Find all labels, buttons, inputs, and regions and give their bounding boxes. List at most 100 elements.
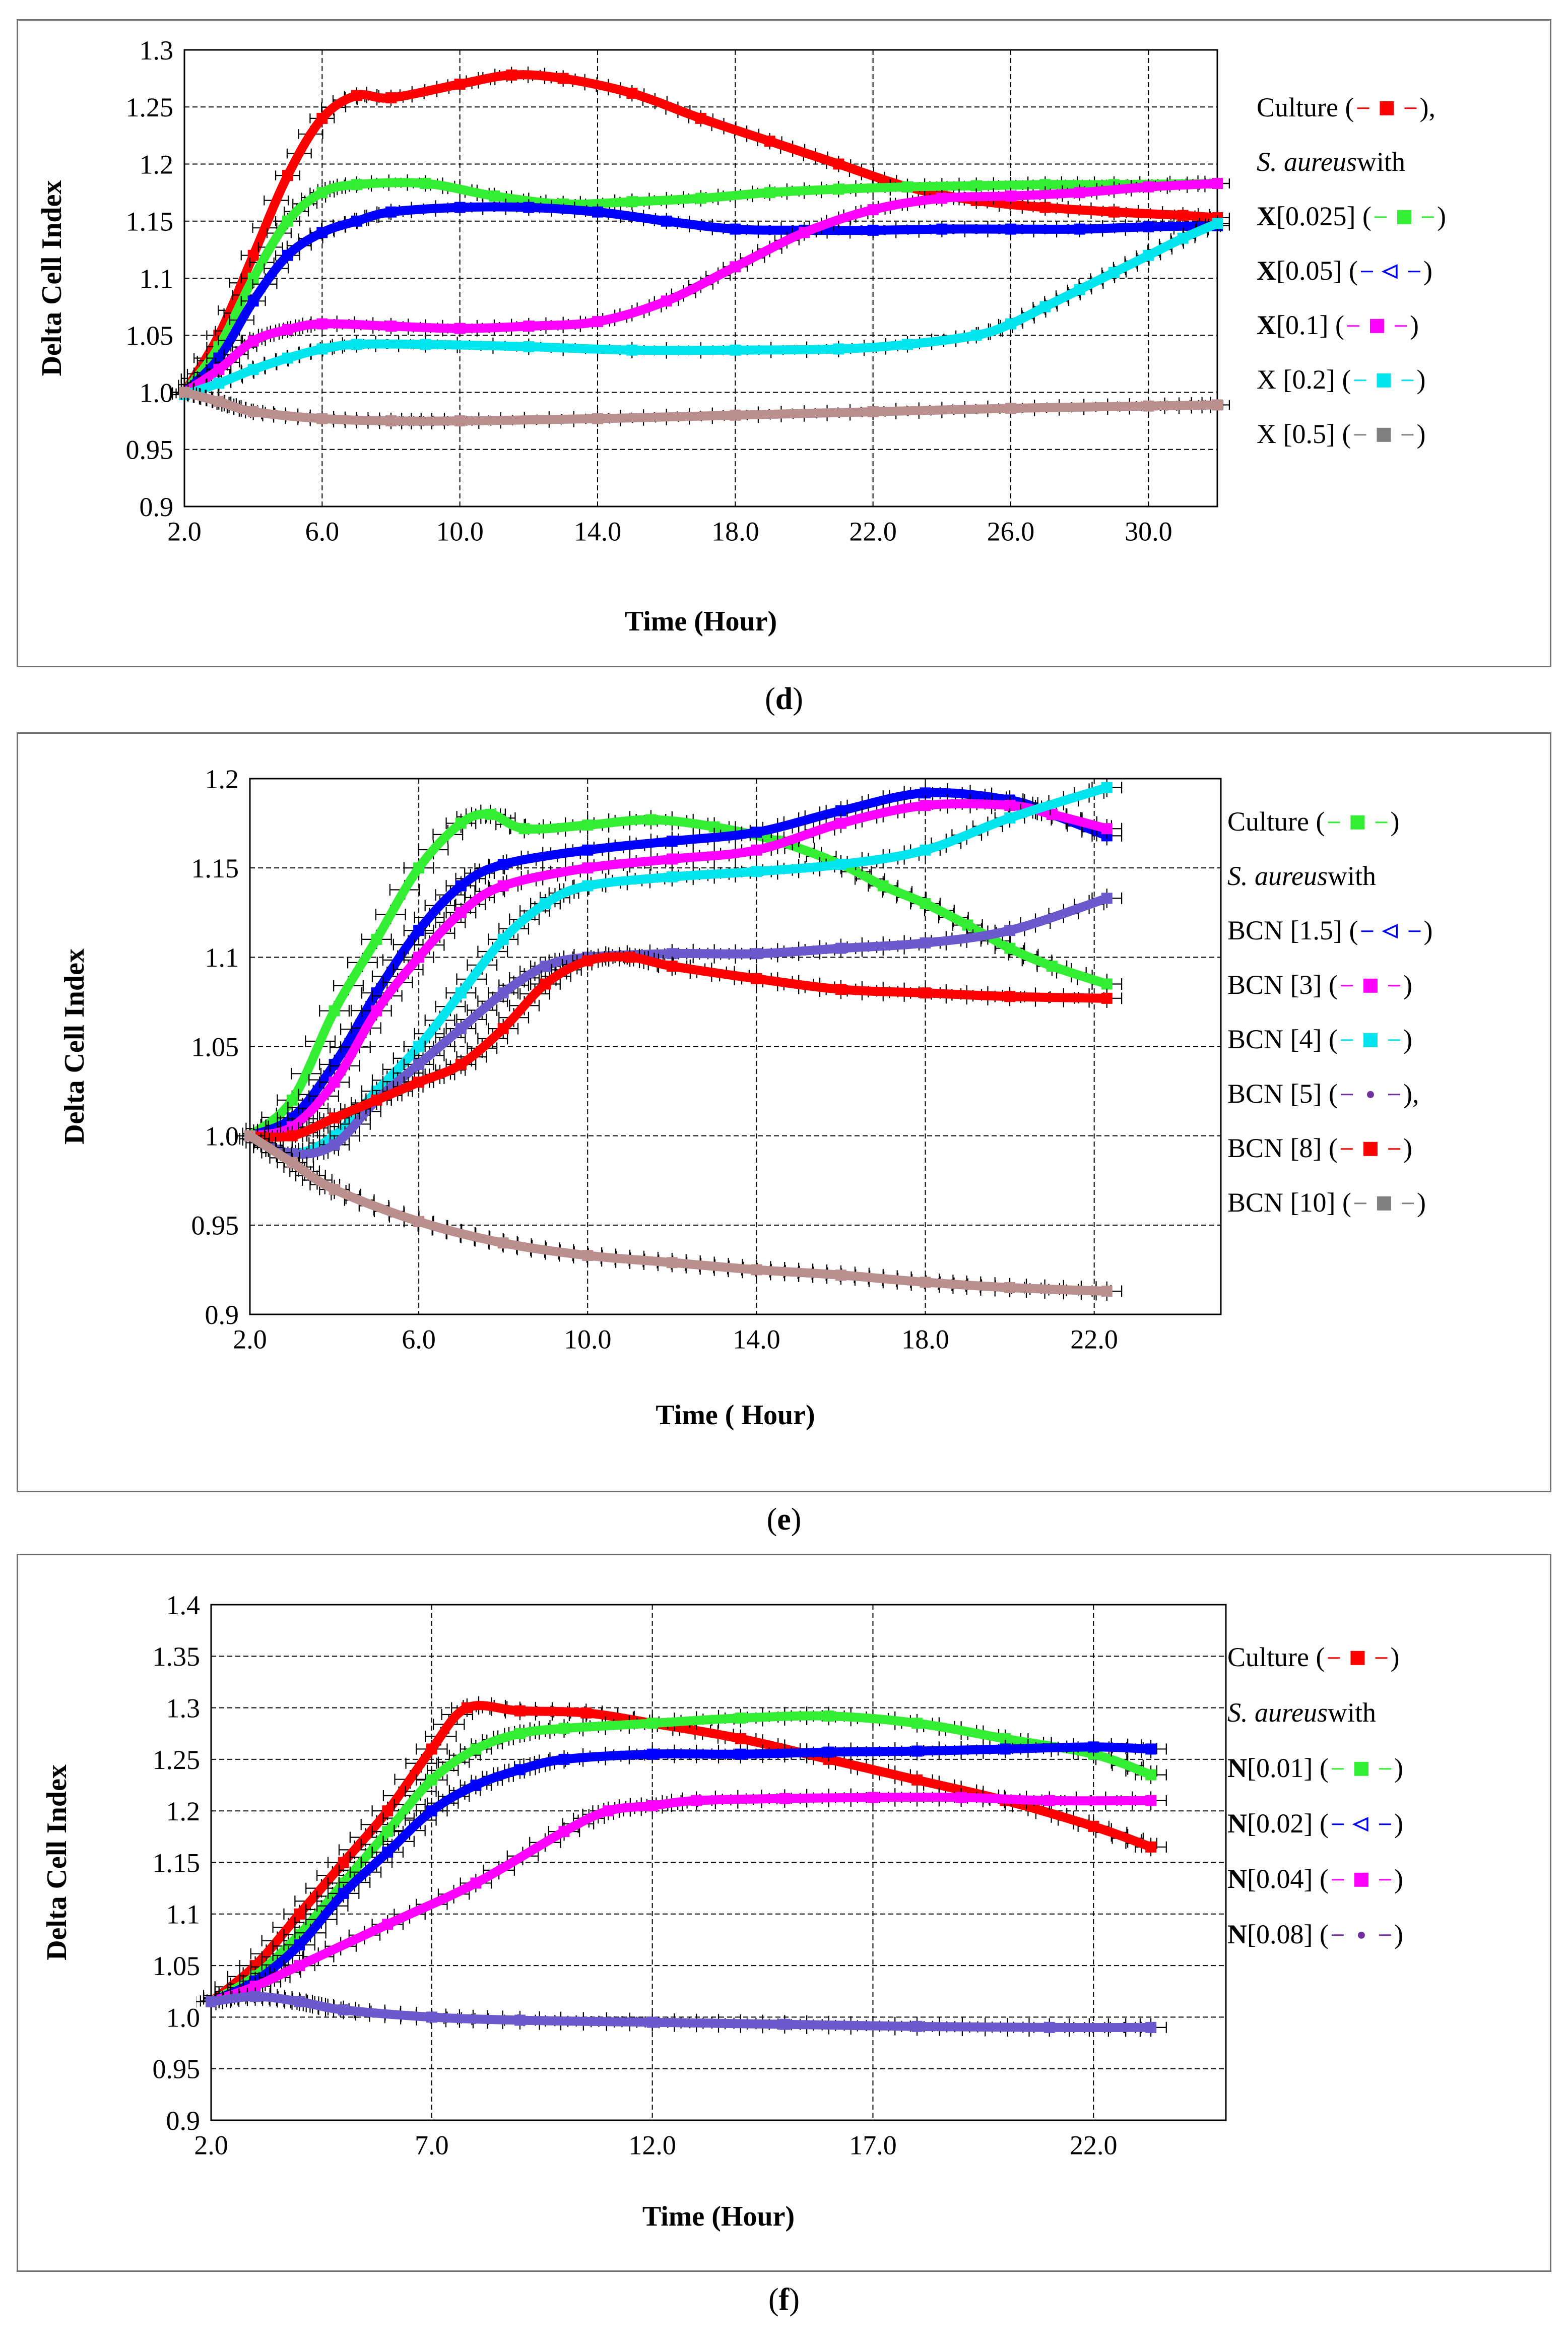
- legend-text: N: [1227, 1753, 1247, 1783]
- data-point: [920, 844, 931, 856]
- series-line: [207, 1992, 1156, 2032]
- data-point: [902, 181, 913, 193]
- data-point: [955, 1792, 967, 1803]
- legend-text: with: [1328, 1697, 1376, 1728]
- legend-text: BCN [1.5] (: [1227, 915, 1358, 945]
- data-point: [282, 249, 293, 261]
- data-point: [286, 1094, 298, 1106]
- legend-text: N: [1227, 1864, 1247, 1894]
- data-point: [661, 295, 672, 307]
- series-bcn-3: [235, 794, 1123, 1146]
- data-point: [877, 880, 889, 892]
- legend-entry: X [0.05] (): [1257, 256, 1432, 286]
- data-point: [540, 898, 551, 910]
- data-point: [708, 821, 720, 833]
- data-point: [911, 1774, 923, 1786]
- data-point: [1005, 318, 1016, 330]
- x-axis-title: Time ( Hour): [656, 1400, 815, 1431]
- legend-text: ),: [1403, 1079, 1419, 1109]
- data-point: [382, 1805, 394, 1817]
- data-point: [751, 866, 762, 877]
- data-point: [691, 1795, 702, 1806]
- data-point: [582, 819, 594, 831]
- data-point: [540, 978, 551, 990]
- data-point: [1101, 823, 1113, 835]
- data-point: [920, 787, 931, 799]
- legend-text: Culture (: [1227, 1642, 1325, 1672]
- data-point: [867, 1792, 879, 1803]
- x-tick-label: 26.0: [987, 517, 1035, 547]
- legend-text: ): [1394, 1753, 1403, 1783]
- y-tick-label: 1.1: [205, 942, 239, 973]
- error-bars-n-0-02: [196, 1737, 1167, 2011]
- data-point: [580, 1707, 592, 1719]
- data-point: [920, 1277, 931, 1288]
- data-point: [1074, 187, 1085, 199]
- data-point: [286, 1130, 298, 1142]
- data-point: [371, 1005, 382, 1017]
- data-point: [920, 898, 931, 910]
- legend-text: X: [1257, 201, 1276, 231]
- data-point: [1004, 800, 1016, 811]
- x-tick-label: 7.0: [415, 2130, 449, 2161]
- data-point: [799, 227, 810, 238]
- data-point: [455, 907, 467, 918]
- data-point: [823, 1746, 834, 1758]
- data-point: [1101, 992, 1113, 1004]
- y-tick-label: 1.0: [205, 1121, 239, 1152]
- legend-text: ): [1416, 419, 1425, 449]
- data-point: [646, 2016, 658, 2028]
- data-point: [779, 1793, 791, 1804]
- legend-entry: BCN [4] (): [1227, 1024, 1412, 1054]
- data-point: [1088, 1741, 1099, 1753]
- data-point: [835, 984, 846, 995]
- data-point: [1039, 301, 1051, 312]
- data-point: [413, 1216, 425, 1227]
- data-point: [294, 1960, 305, 1972]
- legend-text: X: [1257, 256, 1276, 286]
- legend-marker-square: [1354, 1761, 1368, 1776]
- data-point: [247, 273, 259, 284]
- data-point: [1074, 284, 1085, 295]
- data-point: [558, 1723, 570, 1734]
- data-point: [1212, 218, 1223, 229]
- y-tick-label: 0.9: [140, 492, 174, 522]
- x-tick-label: 2.0: [194, 2130, 228, 2161]
- y-tick-label: 1.05: [126, 321, 174, 351]
- caption-e: (e): [766, 1502, 802, 1537]
- y-tick-label: 1.2: [205, 764, 239, 794]
- data-point: [936, 223, 948, 235]
- data-point: [730, 409, 741, 421]
- data-point: [329, 1139, 340, 1151]
- x-tick-label: 14.0: [574, 517, 622, 547]
- legend-text: ): [1423, 915, 1432, 945]
- data-point: [1005, 223, 1016, 235]
- data-point: [1143, 249, 1154, 261]
- data-point: [1145, 1841, 1157, 1853]
- x-axis-title: Time (Hour): [642, 2201, 795, 2232]
- y-tick-label: 0.9: [166, 2106, 201, 2136]
- data-point: [514, 1728, 526, 1739]
- data-point: [426, 1774, 437, 1786]
- data-point: [835, 859, 846, 870]
- legend-marker-square: [1380, 101, 1394, 115]
- legend-text: ): [1403, 1133, 1412, 1163]
- data-point: [582, 955, 594, 967]
- data-point: [382, 1826, 394, 1838]
- data-point: [558, 1826, 570, 1838]
- legend-entry: N [0.01] (): [1227, 1753, 1403, 1783]
- data-point: [518, 823, 530, 835]
- x-tick-label: 6.0: [305, 517, 340, 547]
- series-bcn-4: [235, 778, 1123, 1164]
- legend-marker-triangle: [1352, 1817, 1368, 1832]
- data-point: [470, 1877, 482, 1889]
- x-tick-label: 6.0: [402, 1324, 436, 1355]
- data-point: [213, 364, 225, 375]
- data-point: [514, 2014, 526, 2026]
- data-point: [497, 987, 509, 999]
- data-point: [497, 933, 509, 945]
- x-tick-label: 22.0: [1070, 1324, 1118, 1355]
- data-point: [282, 352, 293, 364]
